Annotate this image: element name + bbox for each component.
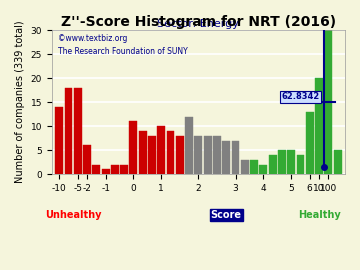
- Bar: [167, 131, 175, 174]
- Text: Sector: Energy: Sector: Energy: [157, 19, 239, 29]
- Bar: [130, 121, 138, 174]
- Bar: [287, 150, 295, 174]
- Bar: [269, 155, 276, 174]
- Bar: [306, 112, 314, 174]
- Bar: [93, 164, 100, 174]
- Bar: [120, 164, 128, 174]
- Bar: [176, 136, 184, 174]
- Bar: [83, 145, 91, 174]
- Text: Healthy: Healthy: [298, 210, 341, 220]
- Text: 62.8342: 62.8342: [281, 92, 320, 101]
- Bar: [157, 126, 165, 174]
- Bar: [74, 88, 82, 174]
- Bar: [315, 78, 323, 174]
- Bar: [213, 136, 221, 174]
- Bar: [111, 164, 119, 174]
- Text: Score: Score: [211, 210, 242, 220]
- Bar: [334, 150, 342, 174]
- Text: Unhealthy: Unhealthy: [45, 210, 102, 220]
- Bar: [250, 160, 258, 174]
- Bar: [185, 117, 193, 174]
- Text: Score: Score: [211, 210, 242, 220]
- Title: Z''-Score Histogram for NRT (2016): Z''-Score Histogram for NRT (2016): [61, 15, 336, 29]
- Bar: [148, 136, 156, 174]
- Bar: [139, 131, 147, 174]
- Bar: [231, 140, 239, 174]
- Bar: [297, 155, 305, 174]
- Y-axis label: Number of companies (339 total): Number of companies (339 total): [15, 21, 25, 183]
- Bar: [55, 107, 63, 174]
- Bar: [194, 136, 202, 174]
- Bar: [102, 169, 109, 174]
- Bar: [278, 150, 286, 174]
- Bar: [241, 160, 249, 174]
- Bar: [260, 164, 267, 174]
- Bar: [64, 88, 72, 174]
- Bar: [324, 30, 332, 174]
- Text: ©www.textbiz.org: ©www.textbiz.org: [58, 35, 127, 43]
- Bar: [222, 140, 230, 174]
- Bar: [204, 136, 212, 174]
- Text: The Research Foundation of SUNY: The Research Foundation of SUNY: [58, 48, 188, 56]
